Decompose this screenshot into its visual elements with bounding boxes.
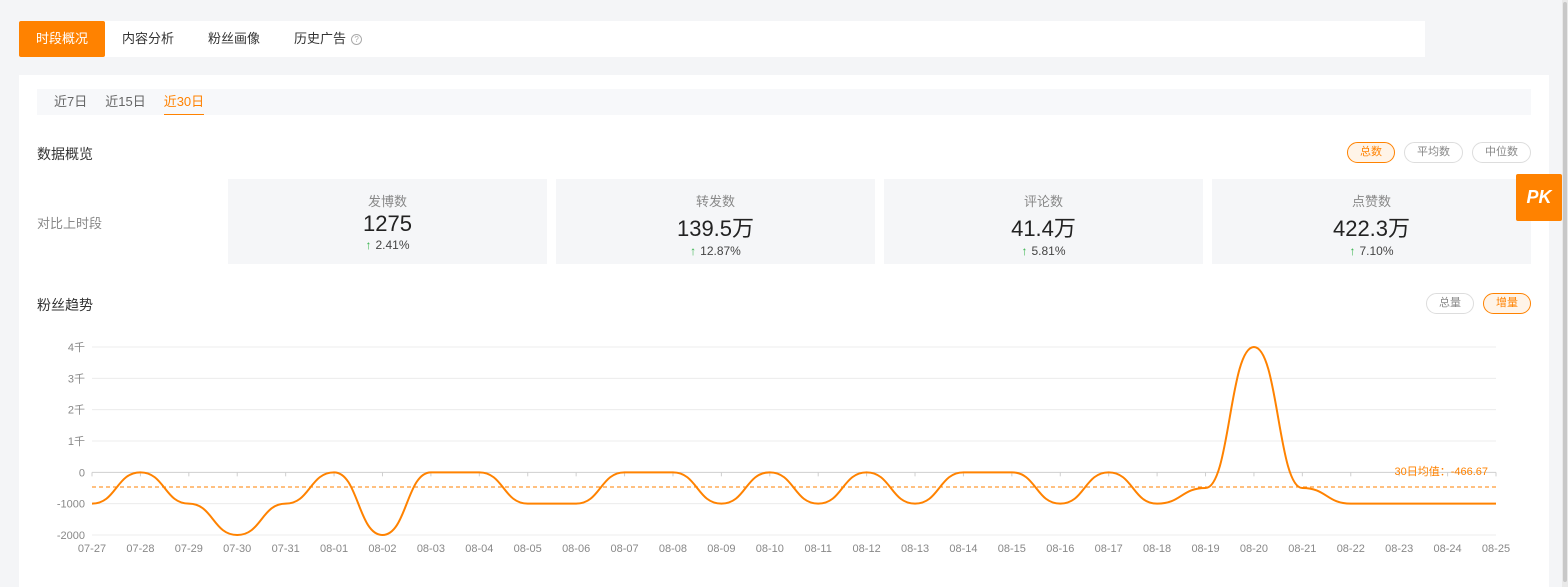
pk-button[interactable]: PK (1516, 174, 1562, 221)
arrow-up-icon: ↑ (1021, 244, 1028, 258)
tab-label: 粉丝画像 (208, 31, 261, 46)
metric-value: 41.4万 (1011, 216, 1076, 241)
metric-card-reposts: 转发数 139.5万 ↑ 12.87% (556, 179, 875, 264)
help-icon[interactable]: ? (351, 33, 363, 45)
metric-card-posts: 发博数 1275 ↑ 2.41% (228, 179, 547, 264)
metric-delta-value: 12.87% (700, 244, 741, 258)
metric-delta: ↑ 5.81% (884, 244, 1203, 258)
mode-total-button[interactable]: 总数 (1347, 142, 1395, 163)
mode-median-button[interactable]: 中位数 (1472, 142, 1531, 163)
metric-delta-value: 2.41% (375, 238, 410, 252)
metric-delta-value: 7.10% (1359, 244, 1394, 258)
metric-value: 1275 (363, 211, 412, 236)
tab-label: 内容分析 (122, 31, 175, 46)
arrow-up-icon: ↑ (1349, 244, 1356, 258)
scrollbar-thumb[interactable] (1563, 2, 1567, 582)
metric-delta: ↑ 12.87% (556, 244, 875, 258)
arrow-up-icon: ↑ (365, 238, 372, 252)
metric-card-comments: 评论数 41.4万 ↑ 5.81% (884, 179, 1203, 264)
overview-mode-toggle: 总数 平均数 中位数 (1347, 142, 1531, 163)
overview-title: 数据概览 (37, 146, 93, 162)
metric-label: 发博数 (367, 194, 407, 209)
metric-label: 点赞数 (1351, 194, 1391, 209)
metric-delta-value: 5.81% (1031, 244, 1066, 258)
range-30-days[interactable]: 近30日 (163, 89, 205, 115)
metric-value: 139.5万 (676, 216, 755, 241)
tab-label: 历史广告 (294, 31, 347, 46)
range-7-days[interactable]: 近7日 (54, 94, 88, 109)
compare-label: 对比上时段 (37, 216, 103, 231)
tab-fan-profile[interactable]: 粉丝画像 (191, 21, 277, 57)
metric-delta: ↑ 2.41% (228, 238, 547, 252)
metric-label: 评论数 (1023, 194, 1063, 209)
tab-ad-history[interactable]: 历史广告? (277, 21, 379, 57)
arrow-up-icon: ↑ (690, 244, 697, 258)
tab-label: 时段概况 (36, 31, 89, 46)
scrollbar[interactable] (1562, 0, 1568, 587)
range-selector: 近7日 近15日 近30日 (37, 89, 1531, 115)
tab-period-overview[interactable]: 时段概况 (19, 21, 106, 57)
fan-trend-title: 粉丝趋势 (37, 297, 93, 313)
tab-content-analysis[interactable]: 内容分析 (105, 21, 191, 57)
mode-average-button[interactable]: 平均数 (1404, 142, 1463, 163)
metric-delta: ↑ 7.10% (1212, 244, 1531, 258)
metric-card-likes: 点赞数 422.3万 ↑ 7.10% (1212, 179, 1531, 264)
mode-increment-button[interactable]: 增量 (1483, 293, 1531, 314)
range-15-days[interactable]: 近15日 (105, 94, 146, 109)
mode-cumulative-button[interactable]: 总量 (1426, 293, 1474, 314)
metric-label: 转发数 (695, 194, 735, 209)
trend-mode-toggle: 总量 增量 (1426, 293, 1531, 314)
main-panel: 近7日 近15日 近30日 数据概览 总数 平均数 中位数 对比上时段 发博数 … (19, 75, 1549, 587)
metric-cards: 发博数 1275 ↑ 2.41% 转发数 139.5万 ↑ 12.87% 评论数 4… (228, 179, 1531, 264)
tab-bar: 时段概况 内容分析 粉丝画像 历史广告? (19, 21, 1425, 57)
metric-value: 422.3万 (1332, 216, 1411, 241)
